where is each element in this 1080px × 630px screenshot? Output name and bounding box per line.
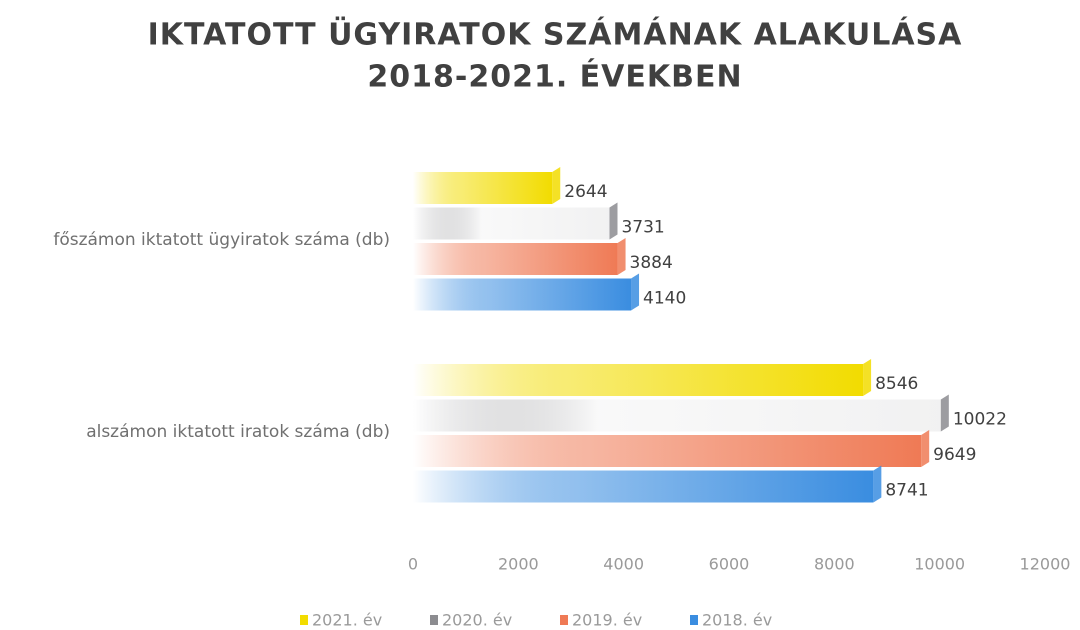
bar-side xyxy=(609,202,618,240)
bar-side xyxy=(631,273,640,311)
value-label: 10022 xyxy=(953,410,1007,430)
bar xyxy=(413,399,941,432)
value-label: 4140 xyxy=(643,289,686,309)
legend-swatch xyxy=(430,615,438,625)
bar-side xyxy=(617,238,626,275)
bar-side xyxy=(940,394,949,432)
bar xyxy=(413,364,864,396)
value-label: 3731 xyxy=(621,218,664,238)
legend-label: 2018. év xyxy=(702,611,772,630)
x-tick-label: 2000 xyxy=(498,555,539,574)
value-label: 9649 xyxy=(933,445,976,465)
legend-label: 2021. év xyxy=(312,611,382,630)
bar xyxy=(413,243,618,275)
value-label: 8546 xyxy=(875,374,918,394)
bar-side xyxy=(863,359,872,396)
value-label: 2644 xyxy=(564,182,607,202)
category-label: alszámon iktatott iratok száma (db) xyxy=(86,422,390,442)
value-label: 3884 xyxy=(630,253,673,273)
legend-label: 2019. év xyxy=(572,611,642,630)
x-tick-label: 12000 xyxy=(1020,555,1071,574)
bar xyxy=(413,172,553,204)
x-tick-label: 8000 xyxy=(814,555,855,574)
legend-swatch xyxy=(690,615,698,625)
bar xyxy=(413,435,922,467)
x-tick-label: 0 xyxy=(408,555,418,574)
legend-swatch xyxy=(560,615,568,625)
legend-swatch xyxy=(300,615,308,625)
bar xyxy=(413,207,610,240)
chart-title: IKTATOTT ÜGYIRATOK SZÁMÁNAK ALAKULÁSA xyxy=(148,16,963,53)
bar xyxy=(413,470,874,503)
legend-label: 2020. év xyxy=(442,611,512,630)
bar-side xyxy=(921,430,930,467)
bar-side xyxy=(873,465,882,503)
x-tick-label: 6000 xyxy=(709,555,750,574)
value-label: 8741 xyxy=(885,481,928,501)
x-tick-label: 10000 xyxy=(914,555,965,574)
chart-subtitle: 2018-2021. ÉVEKBEN xyxy=(367,59,742,95)
x-tick-label: 4000 xyxy=(603,555,644,574)
category-label: főszámon iktatott ügyiratok száma (db) xyxy=(53,230,390,250)
bar xyxy=(413,278,632,311)
bar-side xyxy=(552,167,561,204)
